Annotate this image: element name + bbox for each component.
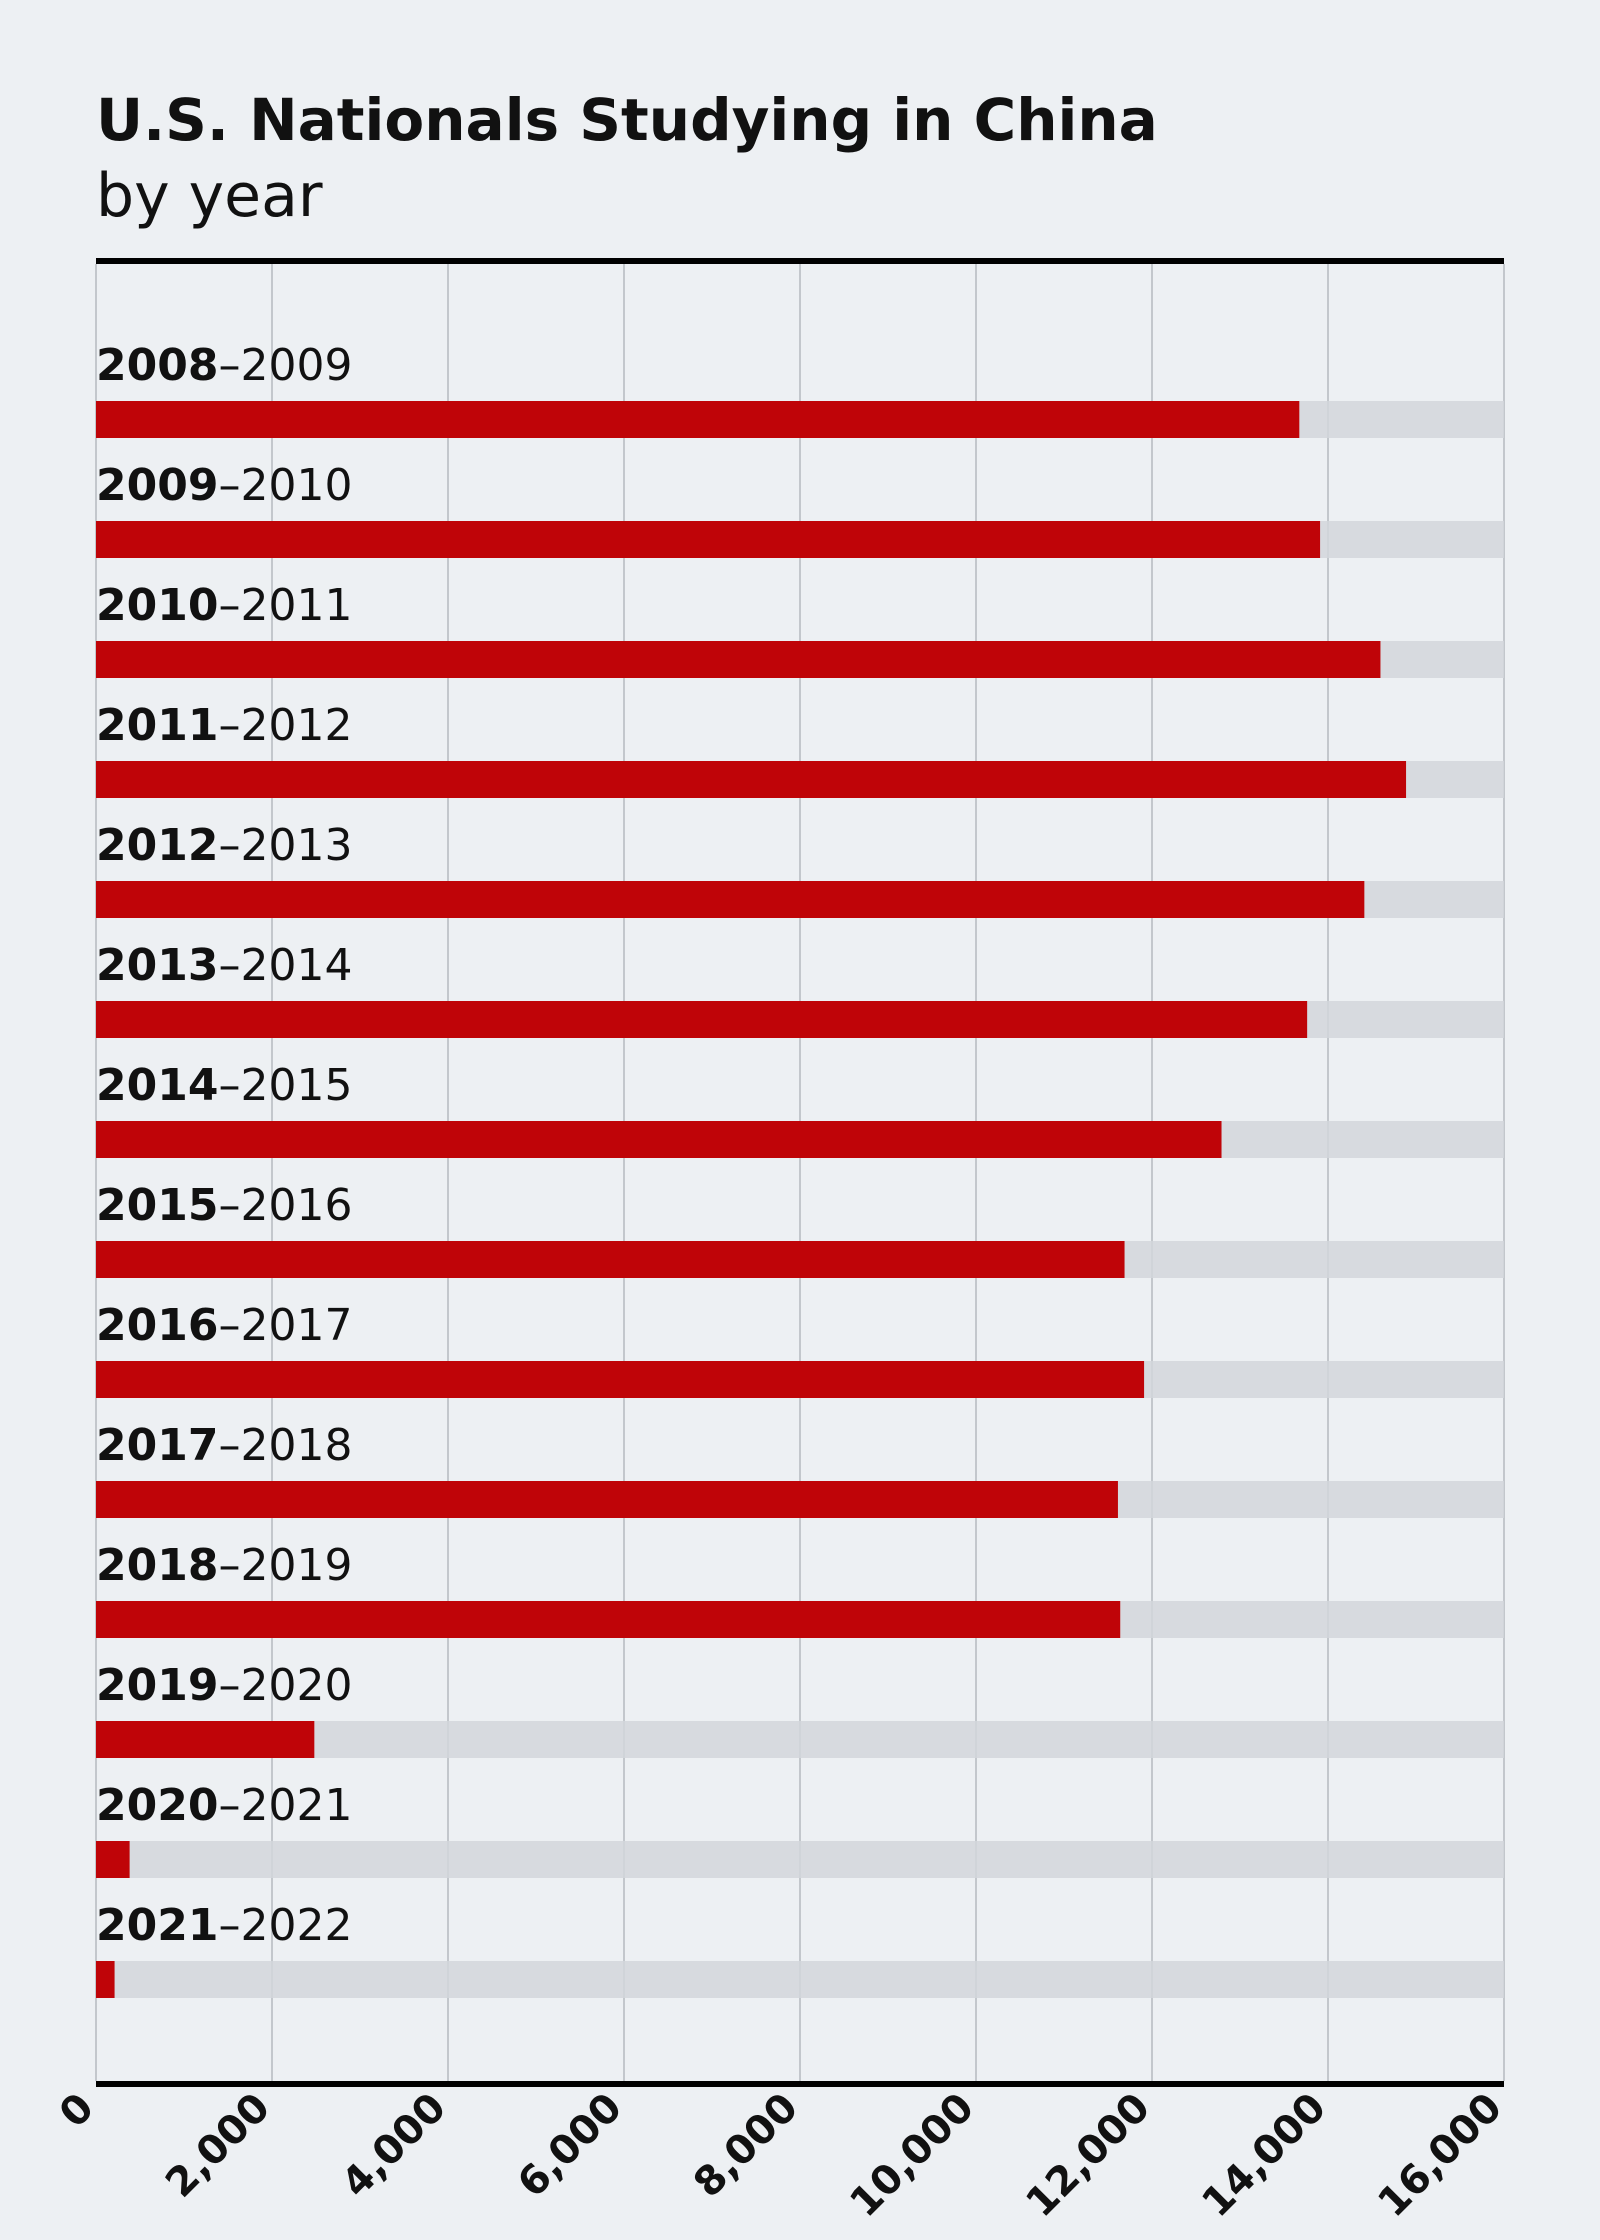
category-end-year: –2014 <box>218 940 352 991</box>
category-label: 2020–2021 <box>96 1780 352 1831</box>
bar-track <box>96 1841 1504 1878</box>
category-end-year: –2009 <box>218 340 352 391</box>
category-end-year: –2015 <box>218 1060 352 1111</box>
category-start-year: 2014 <box>96 1060 218 1111</box>
category-label: 2012–2013 <box>96 820 352 871</box>
category-label: 2016–2017 <box>96 1300 352 1351</box>
x-tick-label: 2,000 <box>157 2085 279 2207</box>
x-tick-label: 14,000 <box>1193 2085 1335 2227</box>
chart-title: U.S. Nationals Studying in China <box>96 86 1158 154</box>
category-start-year: 2010 <box>96 580 218 631</box>
category-start-year: 2015 <box>96 1180 218 1231</box>
category-end-year: –2018 <box>218 1420 352 1471</box>
category-label: 2013–2014 <box>96 940 352 991</box>
bar <box>96 1841 130 1878</box>
bar <box>96 401 1300 438</box>
category-end-year: –2012 <box>218 700 352 751</box>
category-start-year: 2011 <box>96 700 218 751</box>
bar <box>96 521 1321 558</box>
category-start-year: 2009 <box>96 460 218 511</box>
category-label: 2010–2011 <box>96 580 352 631</box>
category-start-year: 2013 <box>96 940 218 991</box>
bar <box>96 881 1365 918</box>
bar <box>96 1961 115 1998</box>
category-label: 2015–2016 <box>96 1180 352 1231</box>
category-end-year: –2021 <box>218 1780 352 1831</box>
category-start-year: 2021 <box>96 1900 218 1951</box>
x-tick-label: 12,000 <box>1017 2085 1159 2227</box>
category-label: 2018–2019 <box>96 1540 352 1591</box>
category-start-year: 2008 <box>96 340 218 391</box>
category-end-year: –2020 <box>218 1660 352 1711</box>
bar <box>96 1121 1222 1158</box>
bar <box>96 1001 1308 1038</box>
category-end-year: –2013 <box>218 820 352 871</box>
category-start-year: 2012 <box>96 820 218 871</box>
x-tick-label: 10,000 <box>841 2085 983 2227</box>
category-label: 2017–2018 <box>96 1420 352 1471</box>
category-label: 2011–2012 <box>96 700 352 751</box>
x-tick-label: 4,000 <box>333 2085 455 2207</box>
bar <box>96 641 1381 678</box>
category-end-year: –2011 <box>218 580 352 631</box>
category-label: 2021–2022 <box>96 1900 352 1951</box>
bar <box>96 1601 1121 1638</box>
bar <box>96 1481 1118 1518</box>
category-start-year: 2020 <box>96 1780 218 1831</box>
category-label: 2014–2015 <box>96 1060 352 1111</box>
bar <box>96 1241 1125 1278</box>
category-label: 2008–2009 <box>96 340 352 391</box>
x-tick-label: 0 <box>51 2085 103 2137</box>
category-start-year: 2017 <box>96 1420 218 1471</box>
gridlines <box>95 264 1505 2081</box>
bar-track <box>96 1721 1504 1758</box>
category-label: 2019–2020 <box>96 1660 352 1711</box>
category-end-year: –2017 <box>218 1300 352 1351</box>
bar-rows: 2008–2009 2009–2010 2010–2011 2011–2012 2012… <box>96 340 1504 1998</box>
x-axis-ticks: 0 2,000 4,000 6,000 8,000 10,000 12,000 14,000 1… <box>51 2085 1511 2227</box>
x-tick-label: 16,000 <box>1369 2085 1511 2227</box>
chart-subtitle: by year <box>96 161 323 231</box>
bar <box>96 761 1407 798</box>
category-start-year: 2019 <box>96 1660 218 1711</box>
bar <box>96 1361 1145 1398</box>
category-start-year: 2016 <box>96 1300 218 1351</box>
x-tick-label: 6,000 <box>509 2085 631 2207</box>
category-label: 2009–2010 <box>96 460 352 511</box>
category-end-year: –2019 <box>218 1540 352 1591</box>
category-end-year: –2010 <box>218 460 352 511</box>
x-tick-label: 8,000 <box>685 2085 807 2207</box>
bar <box>96 1721 315 1758</box>
category-start-year: 2018 <box>96 1540 218 1591</box>
category-end-year: –2022 <box>218 1900 352 1951</box>
category-end-year: –2016 <box>218 1180 352 1231</box>
bar-track <box>96 1961 1504 1998</box>
